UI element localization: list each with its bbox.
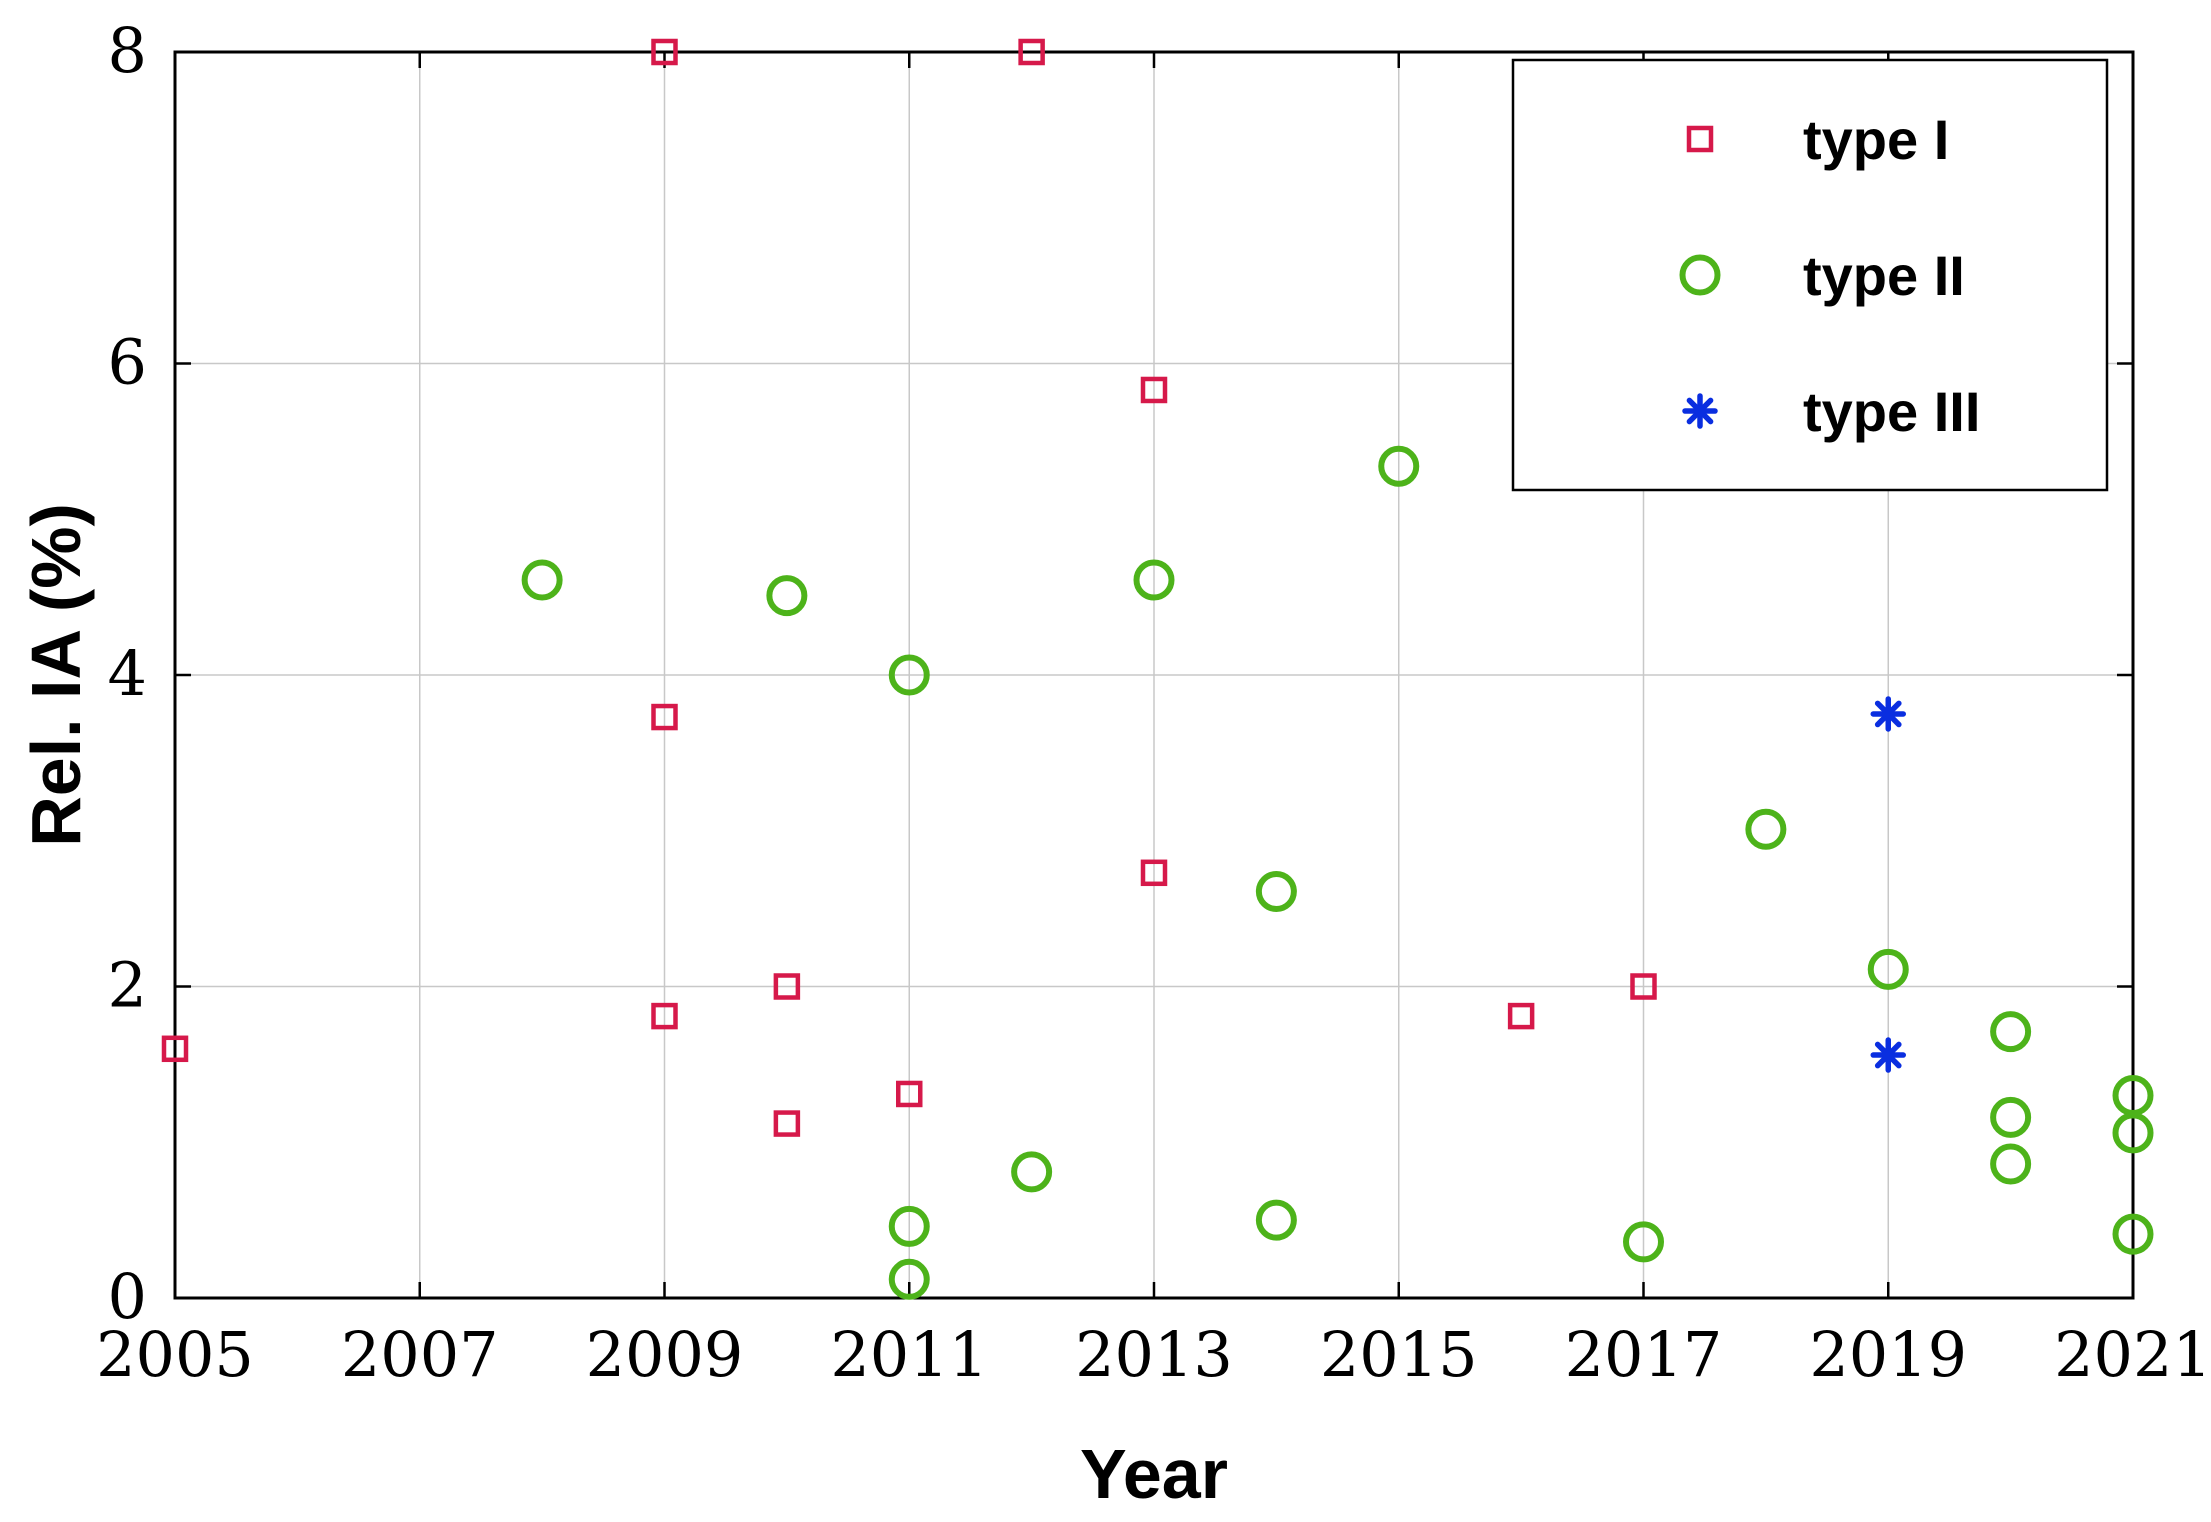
series-type-iii xyxy=(1870,696,1906,1073)
legend-item: type II xyxy=(1679,244,1965,307)
data-point-circle xyxy=(1133,559,1175,601)
data-point-square xyxy=(1018,38,1045,66)
data-point-square xyxy=(1140,859,1168,887)
data-point-circle xyxy=(1990,1096,2032,1138)
x-tick-label: 2009 xyxy=(586,1318,744,1391)
y-axis-title: Rel. IA (%) xyxy=(17,503,95,847)
x-tick-label: 2019 xyxy=(1809,1318,1967,1391)
data-point-square xyxy=(896,1080,923,1108)
y-tick-label: 2 xyxy=(108,949,147,1022)
y-tick-label: 4 xyxy=(108,637,147,710)
data-point-circle xyxy=(1011,1151,1053,1193)
data-point-circle xyxy=(1867,948,1909,990)
x-tick-label: 2013 xyxy=(1075,1318,1233,1391)
data-point-square xyxy=(651,38,678,66)
data-point-asterisk xyxy=(1870,1037,1906,1073)
y-tick-label: 6 xyxy=(108,326,147,399)
series-type-ii xyxy=(521,445,2154,1300)
data-point-square xyxy=(1140,376,1168,404)
data-point-square xyxy=(651,1002,678,1030)
legend-label: type III xyxy=(1803,380,1980,443)
x-tick-label: 2017 xyxy=(1565,1318,1723,1391)
data-point-circle xyxy=(1745,808,1787,850)
data-point-circle xyxy=(2112,1112,2154,1154)
legend: type I type II type III xyxy=(1511,58,2109,492)
plot-frame xyxy=(173,50,2135,1300)
data-point-circle xyxy=(521,559,563,601)
data-point-square xyxy=(651,703,678,731)
data-point-square xyxy=(161,1035,189,1063)
legend-box xyxy=(1511,58,2109,492)
data-point-circle xyxy=(1378,445,1420,487)
data-point-circle xyxy=(888,1205,930,1247)
data-point-circle xyxy=(1990,1143,2032,1185)
data-point-asterisk xyxy=(1870,696,1906,732)
data-point-circle xyxy=(1255,1199,1297,1241)
tick-labels-layer: 2005 2007 2009 2011 2013 2015 2017 2019 2021 0 2 4 6… xyxy=(96,14,2211,1391)
data-point-square xyxy=(1507,1002,1535,1030)
x-tick-label: 2011 xyxy=(830,1318,988,1391)
legend-marker-circle xyxy=(1679,254,1721,296)
legend-marker-asterisk xyxy=(1682,393,1718,429)
data-point-circle xyxy=(888,654,930,696)
series-type-i xyxy=(161,38,1657,1137)
data-point-circle xyxy=(2112,1213,2154,1255)
data-point-square xyxy=(773,1110,801,1137)
legend-label: type II xyxy=(1803,244,1965,307)
data-point-circle xyxy=(1623,1221,1664,1263)
legend-label: type I xyxy=(1803,108,1949,171)
x-tick-label: 2015 xyxy=(1320,1318,1478,1391)
x-tick-label: 2005 xyxy=(96,1318,254,1391)
x-tick-label: 2007 xyxy=(341,1318,499,1391)
data-point-circle xyxy=(1990,1011,2032,1053)
legend-item: type I xyxy=(1686,108,1949,171)
x-tick-label: 2021 xyxy=(2054,1318,2211,1391)
y-tick-label: 8 xyxy=(108,14,147,87)
data-point-circle xyxy=(888,1258,930,1300)
marks-layer xyxy=(161,38,2154,1300)
legend-item: type III xyxy=(1682,380,1980,443)
data-point-square xyxy=(1630,973,1657,1000)
y-tick-label: 0 xyxy=(108,1260,147,1333)
x-axis-title: Year xyxy=(1080,1435,1228,1513)
data-point-circle xyxy=(1255,870,1297,912)
data-point-circle xyxy=(766,575,808,617)
data-point-square xyxy=(773,973,801,1000)
legend-marker-square xyxy=(1686,125,1714,153)
